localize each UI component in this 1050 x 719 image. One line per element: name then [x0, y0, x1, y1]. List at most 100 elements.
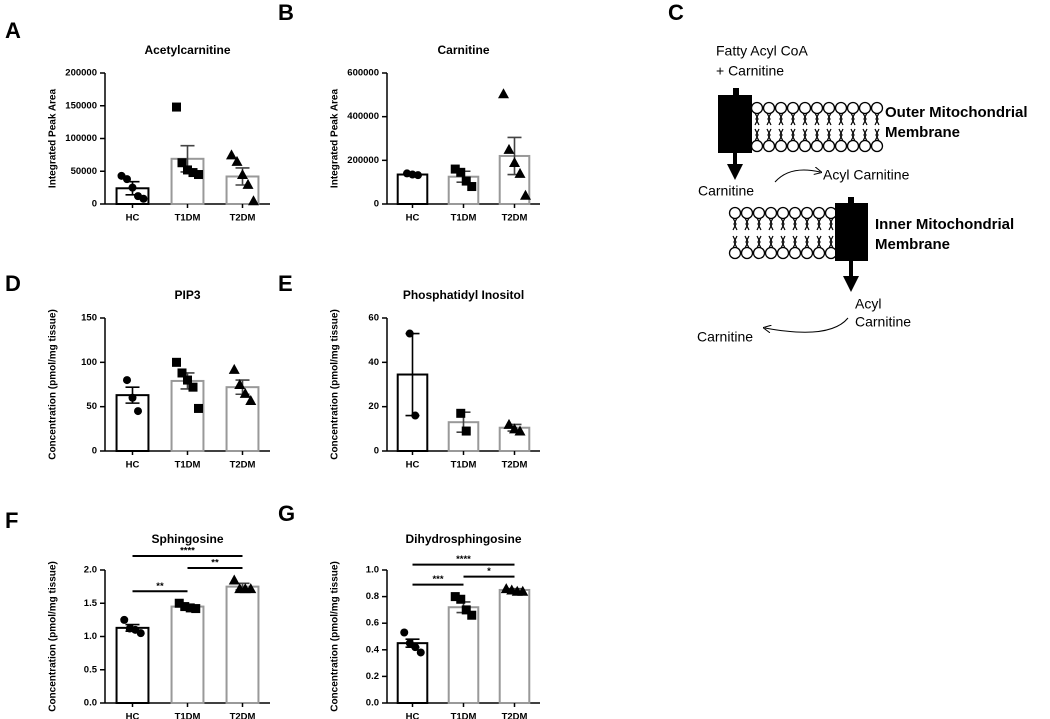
panel-label: E: [278, 271, 293, 296]
lipid-tail: [792, 217, 798, 249]
y-axis-label: Concentration (pmol/mg tissue): [330, 309, 341, 460]
data-point: [136, 629, 145, 638]
lipid-head: [774, 101, 788, 115]
chart-title: Carnitine: [437, 43, 489, 57]
data-point: [411, 643, 420, 652]
diagram-text: + Carnitine: [716, 63, 784, 79]
lipid-head: [776, 206, 790, 220]
y-axis-label: Concentration (pmol/mg tissue): [48, 309, 59, 460]
protein: [835, 203, 868, 261]
diagram-text: Fatty Acyl CoA: [716, 43, 808, 59]
data-point: [172, 102, 181, 112]
lipid-tail: [804, 217, 810, 249]
data-point: [467, 182, 477, 192]
y-tick-label: 0: [92, 446, 97, 457]
lipid-tail: [850, 112, 856, 142]
y-tick-label: 1.0: [366, 565, 379, 576]
data-point: [416, 648, 425, 657]
lipid-tail: [766, 112, 772, 142]
bar: [115, 626, 150, 704]
data-point: [188, 382, 198, 392]
panel-label: A: [5, 18, 21, 43]
y-tick-label: 0: [374, 199, 379, 210]
y-axis-label: Integrated Peak Area: [48, 89, 59, 189]
y-tick-label: 150: [81, 313, 97, 324]
panel-label: D: [5, 271, 21, 296]
bar: [170, 379, 205, 453]
lipid-tail: [816, 217, 822, 249]
data-point: [456, 594, 466, 604]
data-point: [514, 425, 526, 436]
lipid-head: [870, 139, 884, 153]
lipid-head: [740, 206, 754, 220]
y-tick-label: 0.8: [366, 591, 379, 602]
x-tick-label: T2DM: [230, 712, 256, 719]
data-point: [450, 592, 460, 602]
significance-label: *: [487, 566, 491, 577]
significance-label: ****: [180, 545, 195, 556]
lipid-head: [788, 246, 802, 260]
data-point: [134, 407, 142, 416]
lipid-tail: [778, 112, 784, 142]
y-tick-label: 60: [368, 313, 379, 324]
data-point: [514, 167, 526, 178]
lipid-tail: [732, 217, 738, 249]
y-tick-label: 400000: [347, 111, 379, 122]
lipid-head: [750, 101, 764, 115]
lipid-head: [798, 139, 812, 153]
data-point: [128, 393, 137, 402]
data-point: [461, 176, 471, 186]
chart-title: Phosphatidyl Inositol: [403, 288, 524, 302]
diagram-text: Membrane: [875, 236, 950, 253]
data-point: [245, 583, 257, 594]
x-tick-label: T2DM: [502, 460, 528, 471]
lipid-head: [824, 206, 838, 220]
data-point: [239, 387, 251, 398]
y-tick-label: 0.5: [84, 664, 98, 675]
data-point: [405, 639, 414, 648]
data-point: [177, 158, 187, 168]
y-tick-label: 100000: [65, 133, 97, 144]
lipid-head: [740, 246, 754, 260]
lipid-head: [810, 101, 824, 115]
y-tick-label: 20: [368, 401, 379, 412]
data-point: [172, 357, 181, 367]
lipid-tail: [874, 112, 880, 142]
lipid-head: [812, 246, 826, 260]
data-point: [503, 418, 515, 429]
data-point: [194, 403, 203, 413]
lipid-tail: [790, 112, 796, 142]
data-point: [180, 602, 190, 612]
panel-label: F: [5, 508, 18, 533]
x-tick-label: T2DM: [502, 213, 528, 224]
data-point: [194, 170, 203, 180]
data-point: [183, 375, 192, 385]
y-tick-label: 0.6: [366, 618, 379, 629]
chart: F Sphingosine Concentration (pmol/mg tissu…: [5, 508, 270, 719]
lipid-head: [788, 206, 802, 220]
chart: A Acetylcarnitine Integrated Peak Area 0 500…: [5, 18, 270, 224]
chart-title: Acetylcarnitine: [144, 43, 230, 57]
panel-label: G: [278, 501, 295, 526]
lipid-head: [812, 206, 826, 220]
lipid-head: [824, 246, 838, 260]
data-point: [139, 194, 148, 203]
data-point: [183, 165, 192, 175]
x-tick-label: T1DM: [451, 712, 477, 719]
lipid-tail: [826, 112, 832, 142]
x-tick-label: T1DM: [175, 213, 201, 224]
y-tick-label: 0: [92, 199, 97, 210]
lipid-head: [810, 139, 824, 153]
lipid-head: [870, 101, 884, 115]
protein: [733, 88, 739, 98]
data-point: [188, 168, 198, 178]
data-point: [461, 426, 471, 436]
y-tick-label: 2.0: [84, 565, 97, 576]
data-point: [242, 178, 254, 189]
data-point: [456, 408, 466, 418]
lipid-head: [834, 101, 848, 115]
data-point: [231, 155, 243, 166]
y-tick-label: 0.0: [84, 698, 97, 709]
lipid-tail: [768, 217, 774, 249]
